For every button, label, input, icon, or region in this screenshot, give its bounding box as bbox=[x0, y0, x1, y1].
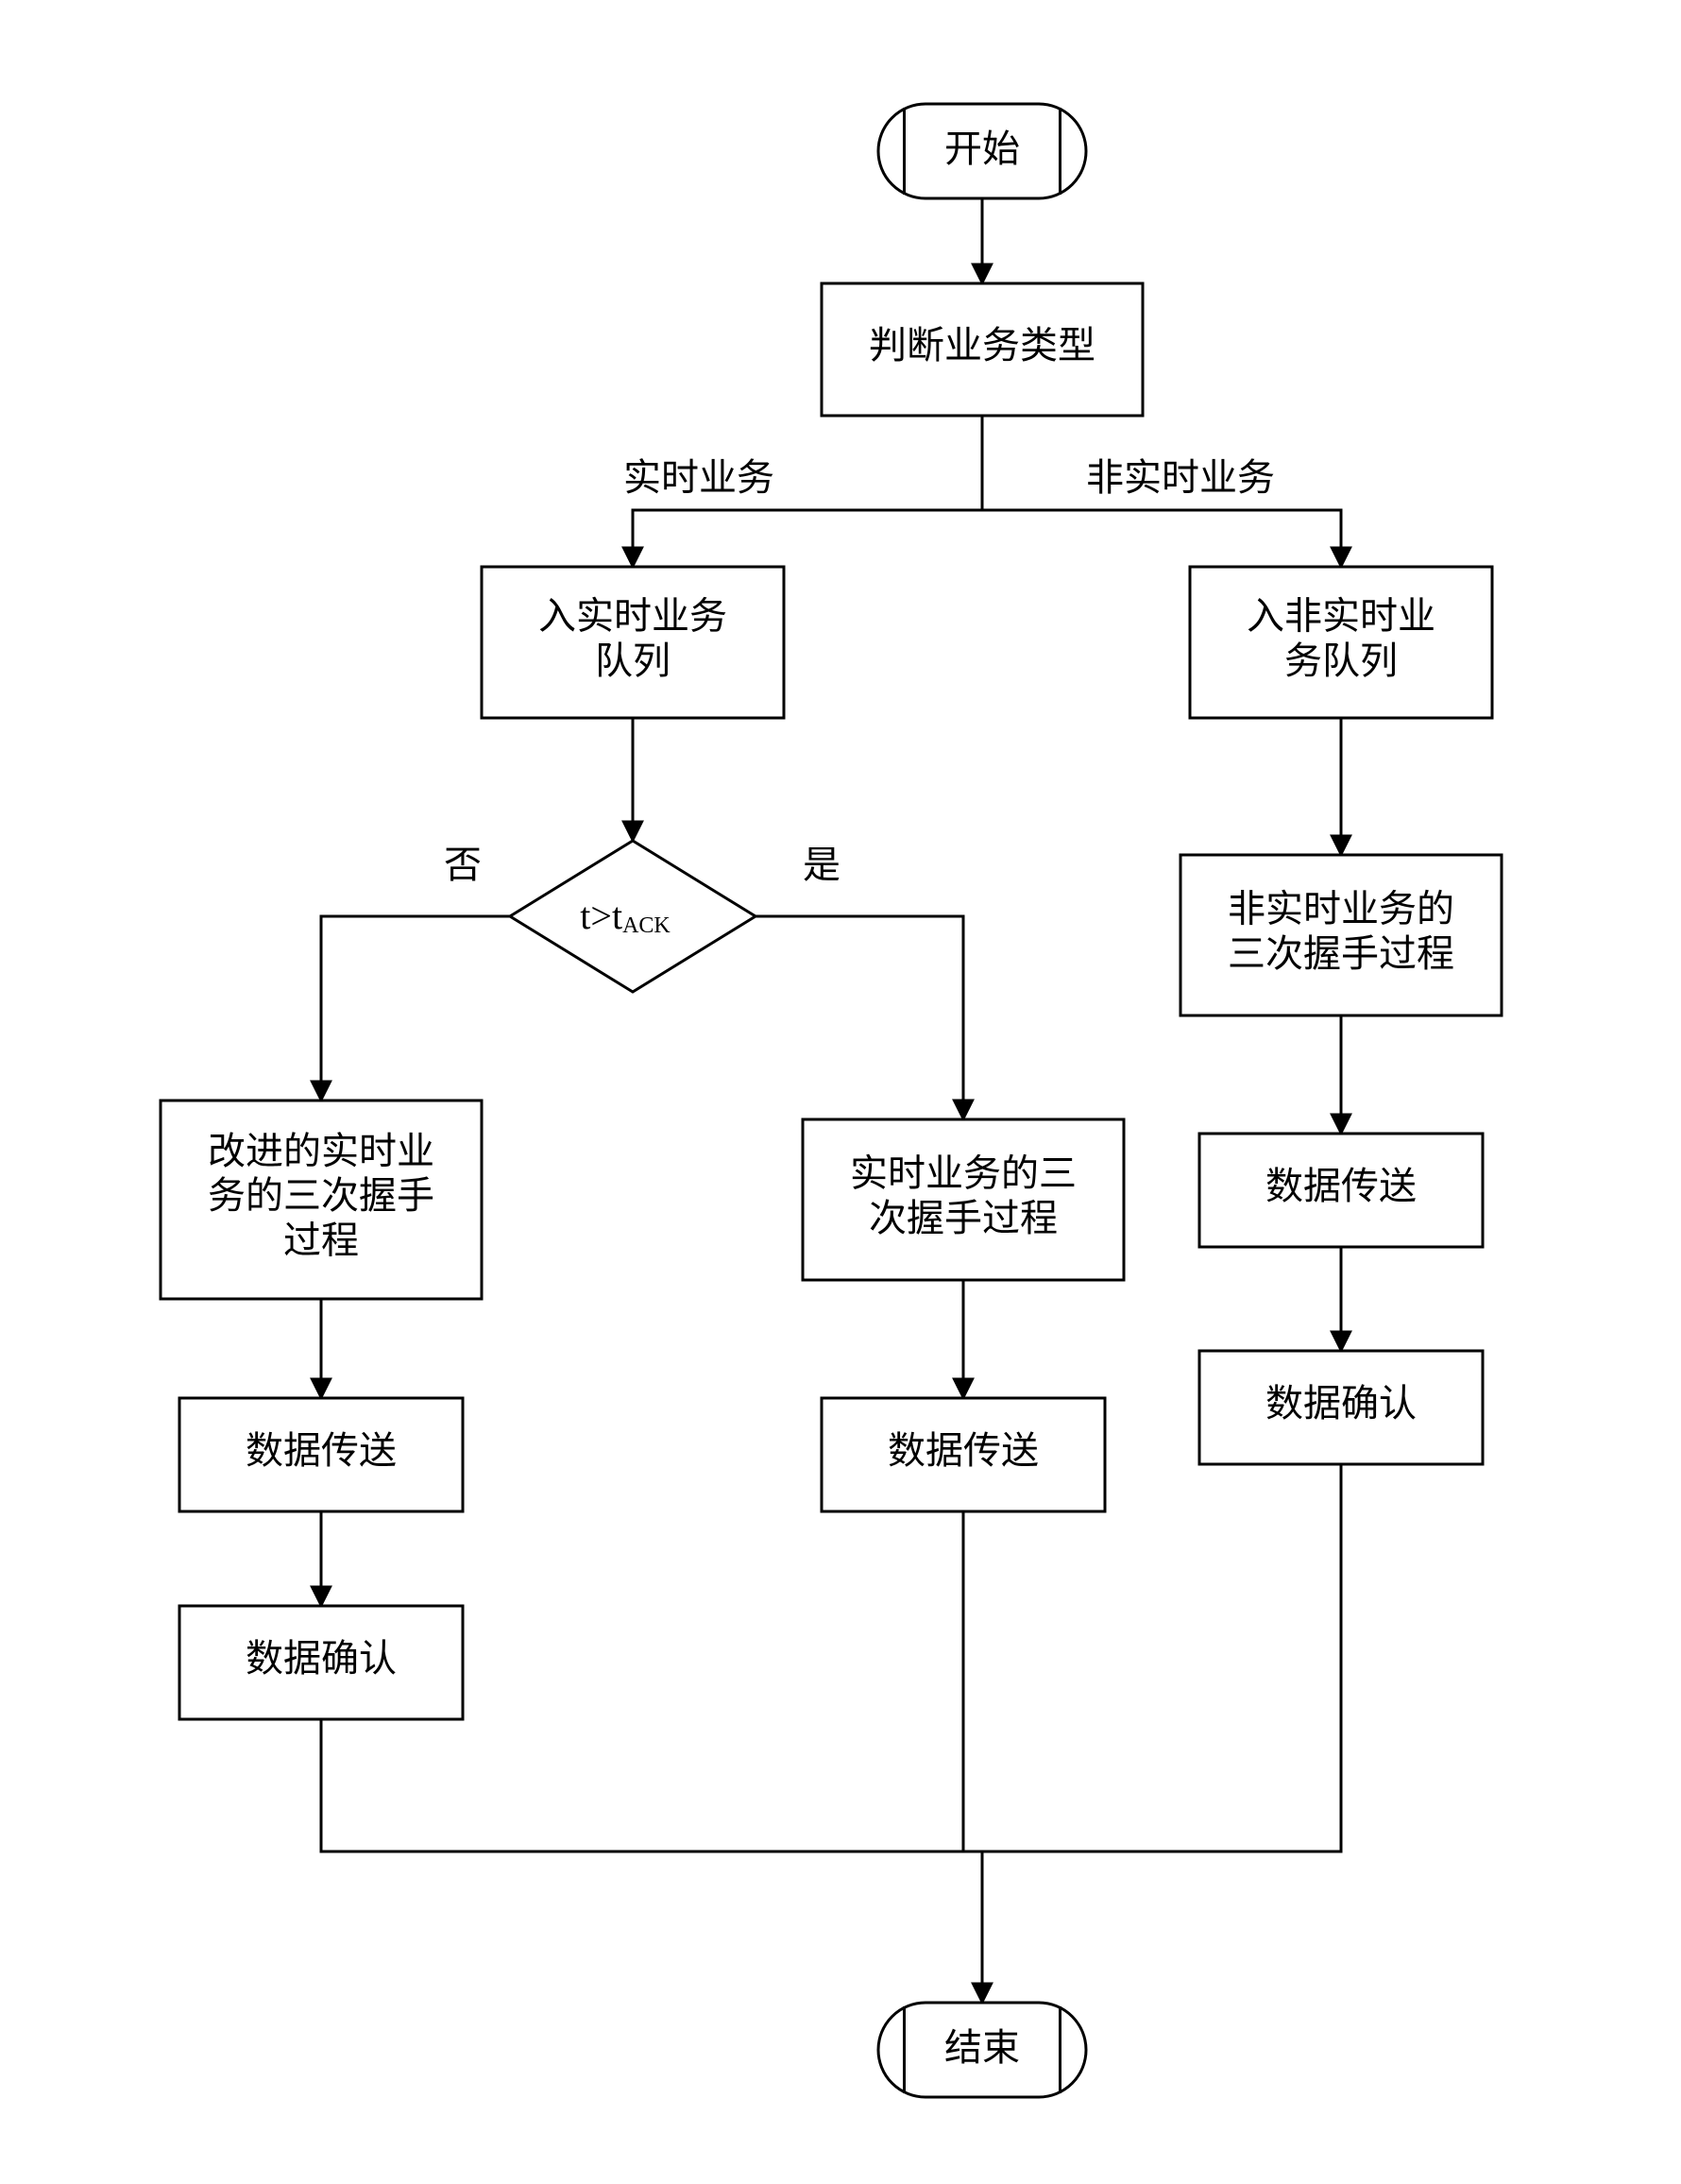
node-nrt_tx-line0: 数据传送 bbox=[1265, 1165, 1417, 1207]
end-terminator: 结束 bbox=[878, 2003, 1086, 2097]
node-rt_hs: 实时业务的三次握手过程 bbox=[803, 1119, 1124, 1280]
node-nrt_hs-line1: 三次握手过程 bbox=[1228, 932, 1454, 975]
end-terminator-label: 结束 bbox=[944, 2026, 1020, 2069]
node-imp_ack: 数据确认 bbox=[179, 1606, 463, 1719]
node-imp_hs: 改进的实时业务的三次握手过程 bbox=[161, 1101, 482, 1299]
edge-label-no: 否 bbox=[444, 844, 482, 886]
node-imp_tx-line0: 数据传送 bbox=[246, 1429, 397, 1472]
node-nrt_tx: 数据传送 bbox=[1199, 1134, 1483, 1247]
start-terminator-label: 开始 bbox=[944, 128, 1020, 170]
node-judge-line0: 判断业务类型 bbox=[869, 324, 1095, 367]
node-imp_ack-line0: 数据确认 bbox=[246, 1637, 397, 1680]
node-rt_hs-line0: 实时业务的三 bbox=[850, 1152, 1077, 1195]
node-imp_hs-line0: 改进的实时业 bbox=[208, 1130, 434, 1172]
node-nrt_q-line0: 入非实时业 bbox=[1247, 595, 1435, 638]
node-nrt_hs: 非实时业务的三次握手过程 bbox=[1180, 855, 1502, 1015]
edge-label-yes: 是 bbox=[803, 844, 840, 886]
node-imp_hs-line1: 务的三次握手 bbox=[208, 1174, 434, 1217]
node-rt_q-line1: 队列 bbox=[595, 640, 671, 682]
node-rt_tx: 数据传送 bbox=[822, 1398, 1105, 1511]
start-terminator: 开始 bbox=[878, 104, 1086, 198]
node-nrt_q-line1: 务队列 bbox=[1284, 640, 1398, 682]
node-rt_hs-line1: 次握手过程 bbox=[869, 1197, 1058, 1239]
node-rt_q: 入实时业务队列 bbox=[482, 567, 784, 718]
node-imp_hs-line2: 过程 bbox=[283, 1219, 359, 1261]
node-nrt_ack: 数据确认 bbox=[1199, 1351, 1483, 1464]
edge-label-realtime: 实时业务 bbox=[623, 456, 774, 499]
node-imp_tx: 数据传送 bbox=[179, 1398, 463, 1511]
node-nrt_q: 入非实时业务队列 bbox=[1190, 567, 1492, 718]
node-rt_q-line0: 入实时业务 bbox=[538, 595, 727, 638]
node-nrt_ack-line0: 数据确认 bbox=[1265, 1382, 1417, 1425]
node-judge: 判断业务类型 bbox=[822, 283, 1143, 416]
node-rt_tx-line0: 数据传送 bbox=[888, 1429, 1039, 1472]
node-nrt_hs-line0: 非实时业务的 bbox=[1228, 888, 1454, 930]
edge-label-non_realtime: 非实时业务 bbox=[1086, 456, 1275, 499]
